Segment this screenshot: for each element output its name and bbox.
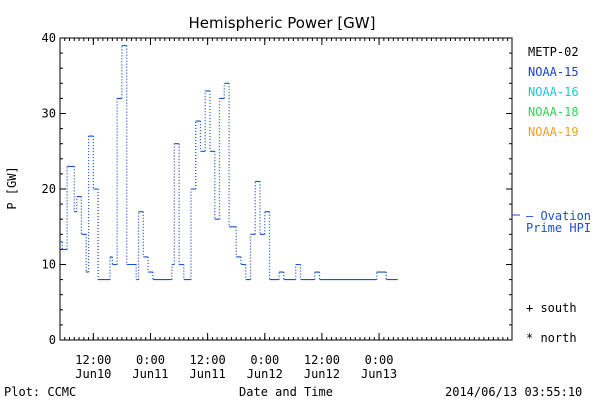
x-tick-label-date: Jun13	[361, 367, 397, 381]
legend-item: NOAA-16	[528, 85, 579, 99]
series-line-level	[60, 45, 398, 281]
x-tick-label-time: 0:00	[365, 353, 394, 367]
x-tick-label-time: 12:00	[75, 353, 111, 367]
north-marker-label: * north	[526, 331, 577, 345]
chart-title: Hemispheric Power [GW]	[189, 14, 376, 32]
y-tick-label: 0	[49, 333, 56, 347]
legend-item: METP-02	[528, 45, 579, 59]
plot-frame	[59, 37, 513, 341]
legend-item: NOAA-18	[528, 105, 579, 119]
y-tick-label: 20	[42, 182, 56, 196]
south-marker-label: + south	[526, 301, 577, 315]
y-tick-label: 40	[42, 31, 56, 45]
x-tick-label-time: 12:00	[190, 353, 226, 367]
x-tick-label-date: Jun12	[304, 367, 340, 381]
x-axis-label: Date and Time	[239, 385, 333, 399]
x-tick-label-date: Jun11	[132, 367, 168, 381]
y-tick-label: 30	[42, 107, 56, 121]
x-tick-label-date: Jun12	[247, 367, 283, 381]
y-tick-label: 10	[42, 258, 56, 272]
x-tick-label-time: 0:00	[250, 353, 279, 367]
footer-timestamp: 2014/06/13 03:55:10	[445, 385, 582, 399]
ovation-legend-line2: Prime HPI	[526, 221, 591, 235]
x-tick-label-date: Jun10	[75, 367, 111, 381]
legend-item: NOAA-15	[528, 65, 579, 79]
ovation-legend-line1: — Ovation	[526, 209, 591, 223]
legend-item: NOAA-19	[528, 125, 579, 139]
x-tick-label-time: 12:00	[304, 353, 340, 367]
series-line-transition	[61, 45, 387, 280]
x-tick-label-time: 0:00	[136, 353, 165, 367]
footer-plot-source: Plot: CCMC	[4, 385, 76, 399]
x-tick-label-date: Jun11	[190, 367, 226, 381]
y-axis-label: P [GW]	[5, 166, 19, 209]
